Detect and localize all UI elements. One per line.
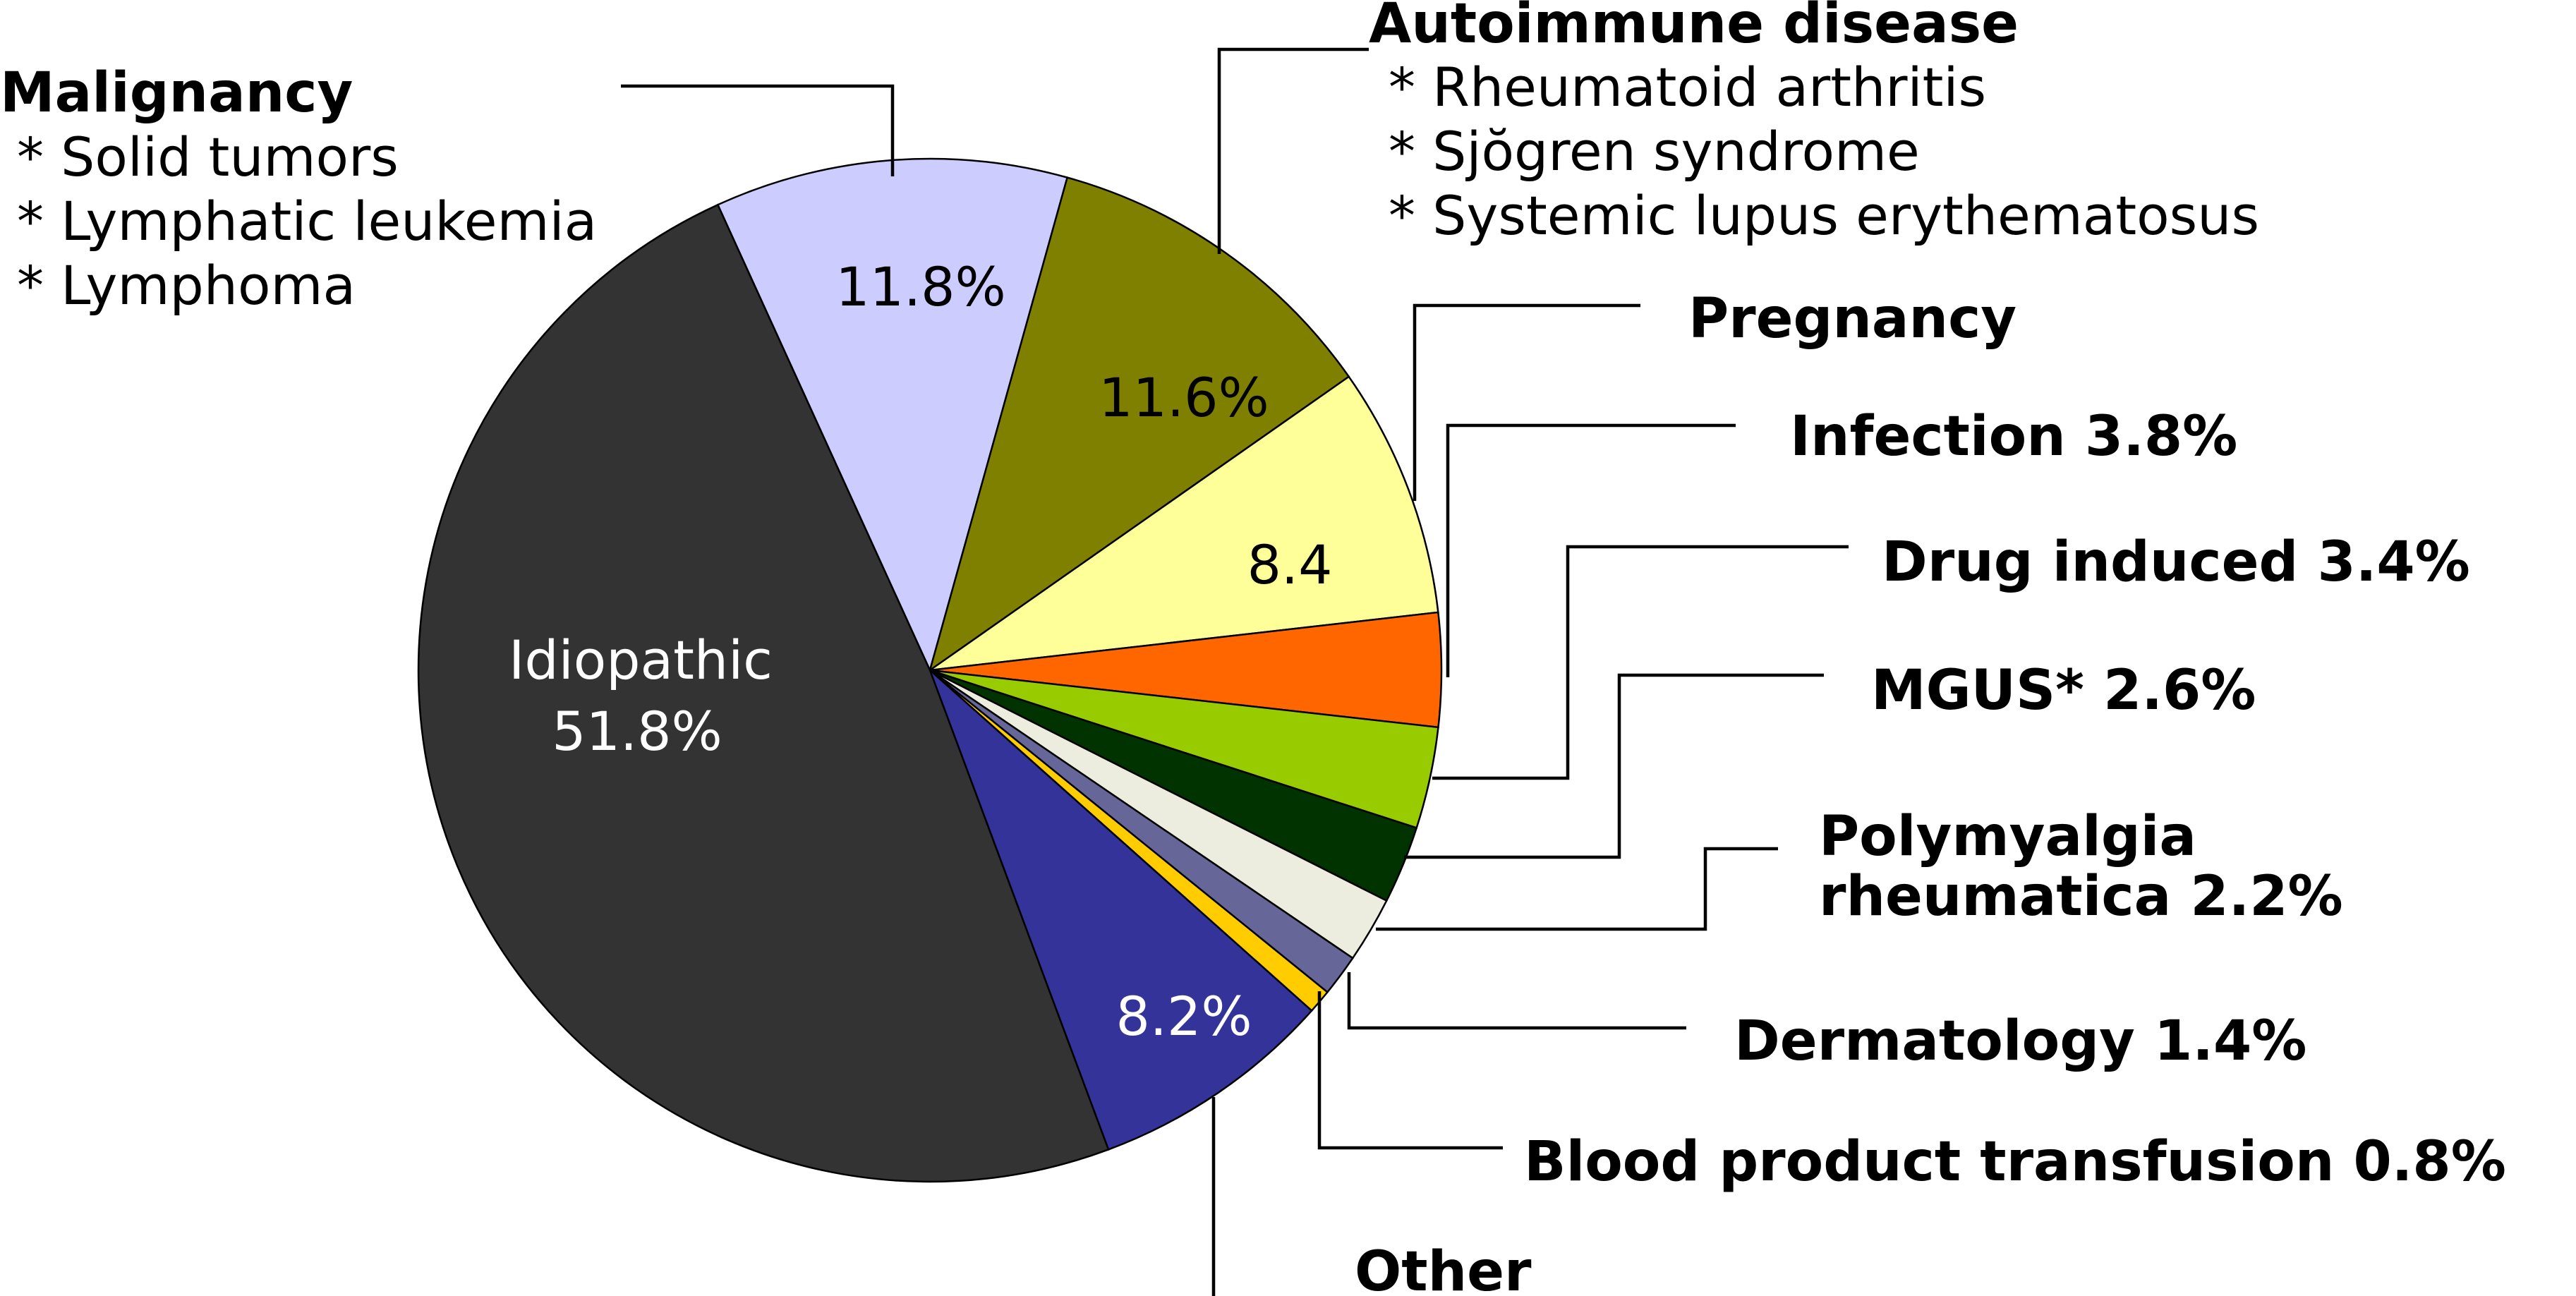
leader-autoimmune bbox=[1217, 47, 1369, 254]
value-label-malignancy: 11.8% bbox=[835, 255, 1005, 318]
autoimmune-detail-3: * Systemic lupus erythematosus bbox=[1389, 184, 2259, 247]
autoimmune-title: Autoimmune disease bbox=[1369, 0, 2019, 56]
pie-slice-idiopathic bbox=[417, 203, 1110, 1183]
leader-polymyalgia bbox=[1376, 847, 1778, 931]
value-label-pregnancy: 8.4 bbox=[1247, 533, 1333, 596]
autoimmune-detail-2: * Sjŏgren syndrome bbox=[1389, 120, 1920, 183]
value-label-autoimmune: 11.6% bbox=[1099, 366, 1269, 429]
leader-mgus bbox=[1404, 673, 1824, 859]
pregnancy-label: Pregnancy bbox=[1688, 287, 2016, 351]
pie-slices bbox=[417, 157, 1443, 1183]
malignancy-label: Malignancy * Solid tumors * Lymphatic le… bbox=[0, 61, 597, 317]
mgus-label: MGUS* 2.6% bbox=[1871, 659, 2256, 722]
leader-pregnancy bbox=[1413, 303, 1640, 501]
value-label-idiopathic-name: Idiopathic bbox=[509, 629, 773, 691]
leader-other bbox=[1211, 1097, 1216, 1296]
polymyalgia-label-line-2: rheumatica 2.2% bbox=[1819, 865, 2343, 928]
pie-slice-malignancy bbox=[716, 157, 1069, 673]
pie-slice-autoimmune-disease bbox=[928, 176, 1350, 673]
value-label-other: 8.2% bbox=[1115, 985, 1252, 1048]
leader-drug-induced bbox=[1432, 545, 1849, 780]
leader-malignancy bbox=[621, 84, 895, 176]
malignancy-detail-2: * Lymphatic leukemia bbox=[17, 190, 597, 253]
blood-product-label: Blood product transfusion 0.8% bbox=[1524, 1130, 2506, 1194]
leader-blood-product bbox=[1317, 991, 1503, 1150]
value-label-idiopathic-percent: 51.8% bbox=[552, 700, 722, 763]
autoimmune-label: Autoimmune disease * Rheumatoid arthriti… bbox=[1369, 0, 2259, 247]
leader-lines bbox=[621, 47, 1849, 1296]
polymyalgia-label-line-1: Polymyalgia bbox=[1819, 805, 2196, 868]
malignancy-title: Malignancy bbox=[0, 61, 353, 125]
drug-induced-label: Drug induced 3.4% bbox=[1882, 531, 2470, 594]
malignancy-detail-1: * Solid tumors bbox=[17, 126, 399, 188]
pie-slice-pregnancy bbox=[929, 375, 1439, 672]
dermatology-label: Dermatology 1.4% bbox=[1734, 1010, 2306, 1073]
slice-value-labels: 11.8% 11.6% 8.4 8.2% Idiopathic 51.8% bbox=[509, 255, 1332, 1048]
autoimmune-detail-1: * Rheumatoid arthritis bbox=[1389, 56, 1986, 119]
leader-dermatology bbox=[1347, 972, 1686, 1030]
other-label: Other bbox=[1355, 1240, 1532, 1296]
leader-infection bbox=[1446, 423, 1736, 677]
infection-label: Infection 3.8% bbox=[1790, 405, 2237, 468]
pie-slice-other bbox=[929, 670, 1313, 1151]
malignancy-detail-3: * Lymphoma bbox=[17, 254, 356, 317]
